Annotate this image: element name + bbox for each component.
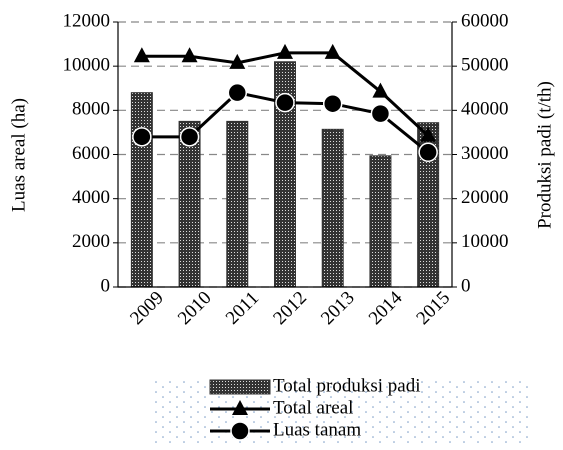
y2-tick-label: 40000 xyxy=(461,99,509,120)
point xyxy=(322,93,343,114)
y-tick-label: 6000 xyxy=(72,143,110,164)
y2-tick-label: 30000 xyxy=(461,143,509,164)
point xyxy=(324,43,341,59)
x-tick-label: 2013 xyxy=(317,287,359,329)
y2-tick-label: 10000 xyxy=(461,231,509,252)
x-tick-label: 2009 xyxy=(126,287,168,329)
bar xyxy=(321,128,344,288)
y-tick-label: 10000 xyxy=(63,55,111,76)
bar xyxy=(369,155,392,288)
y-tick-label: 0 xyxy=(101,275,111,296)
legend-swatch xyxy=(209,379,271,395)
y2-tick-label: 60000 xyxy=(461,10,509,31)
bar xyxy=(130,92,153,288)
legend-marker xyxy=(230,421,250,441)
point xyxy=(420,126,437,142)
x-tick-label: 2012 xyxy=(269,287,311,329)
point xyxy=(229,53,246,69)
legend-label: Total areal xyxy=(273,397,353,418)
x-tick-label: 2011 xyxy=(222,288,263,329)
point xyxy=(418,142,438,163)
y-tick-label: 12000 xyxy=(63,10,111,31)
x-tick-label: 2014 xyxy=(365,287,407,329)
point xyxy=(133,47,150,63)
x-tick-label: 2010 xyxy=(174,287,216,329)
legend-label: Total produksi padi xyxy=(273,375,420,396)
x-tick-label: 2015 xyxy=(412,287,454,329)
y-axis-title: Luas areal (ha) xyxy=(8,98,29,212)
legend-label: Luas tanam xyxy=(273,419,361,440)
y2-axis-title: Produksi padi (t/th) xyxy=(534,81,555,229)
y-tick-label: 8000 xyxy=(72,99,110,120)
point xyxy=(277,43,293,59)
point xyxy=(227,82,248,103)
y2-tick-label: 20000 xyxy=(461,187,509,208)
point xyxy=(275,92,295,113)
legend-marker xyxy=(232,400,248,415)
axes xyxy=(117,22,453,288)
bar xyxy=(226,120,249,288)
point xyxy=(179,127,200,147)
point xyxy=(372,82,389,98)
point xyxy=(181,47,198,63)
point xyxy=(132,127,152,147)
y-tick-label: 4000 xyxy=(72,187,110,208)
point xyxy=(370,103,391,124)
y-tick-label: 2000 xyxy=(72,231,110,252)
y2-tick-label: 50000 xyxy=(461,55,509,76)
y2-tick-label: 0 xyxy=(461,275,471,296)
